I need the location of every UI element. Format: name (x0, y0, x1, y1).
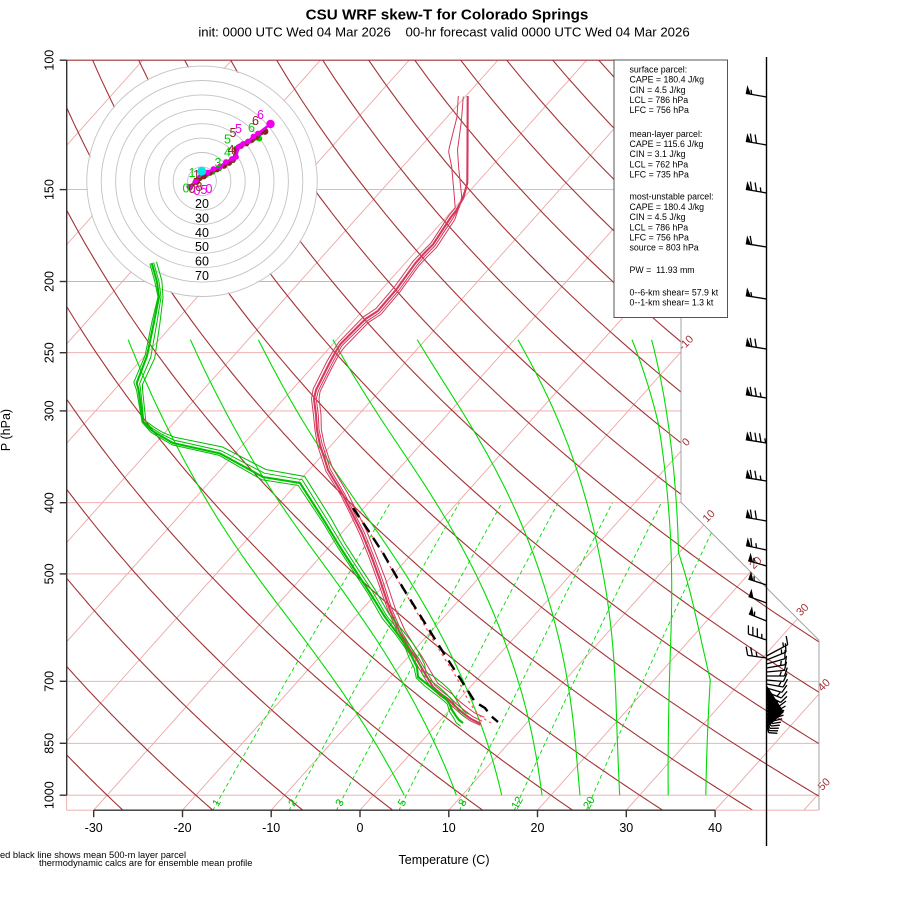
svg-text:CIN = 3.1 J/kg: CIN = 3.1 J/kg (630, 149, 686, 159)
svg-text:30: 30 (619, 821, 633, 835)
svg-text:-20: -20 (173, 821, 191, 835)
svg-text:P (hPa): P (hPa) (0, 409, 13, 451)
svg-text:5: 5 (230, 126, 237, 140)
svg-text:0: 0 (189, 182, 196, 196)
svg-text:6: 6 (257, 108, 264, 122)
svg-text:PW = 11.93 mm: PW = 11.93 mm (630, 265, 695, 275)
svg-text:70: 70 (195, 269, 209, 283)
svg-text:1: 1 (193, 168, 200, 182)
svg-text:CAPE = 180.4 J/kg: CAPE = 180.4 J/kg (630, 202, 705, 212)
svg-text:40: 40 (195, 226, 209, 240)
svg-text:LCL = 786 hPa: LCL = 786 hPa (630, 95, 689, 105)
svg-text:30: 30 (195, 211, 209, 225)
svg-text:1000: 1000 (43, 781, 57, 809)
svg-text:0: 0 (183, 181, 190, 195)
svg-text:Temperature (C): Temperature (C) (399, 853, 490, 867)
svg-text:LCL = 762 hPa: LCL = 762 hPa (630, 159, 689, 169)
svg-text:5: 5 (224, 133, 231, 147)
svg-text:thermodynamic calcs are for en: thermodynamic calcs are for ensemble mea… (39, 858, 252, 868)
svg-text:4: 4 (228, 143, 235, 157)
svg-text:CIN = 4.5 J/kg: CIN = 4.5 J/kg (630, 85, 686, 95)
svg-text:0: 0 (206, 182, 213, 196)
svg-text:4: 4 (224, 145, 231, 159)
svg-text:1: 1 (210, 797, 223, 808)
svg-text:200: 200 (43, 271, 57, 292)
svg-text:150: 150 (43, 179, 57, 200)
svg-text:5: 5 (201, 183, 208, 197)
svg-text:6: 6 (248, 121, 255, 135)
svg-text:LFC = 735 hPa: LFC = 735 hPa (630, 170, 690, 180)
svg-text:most-unstable parcel:: most-unstable parcel: (630, 192, 714, 202)
svg-text:20: 20 (581, 795, 598, 812)
svg-text:0--1-km shear= 1.3 kt: 0--1-km shear= 1.3 kt (630, 298, 714, 308)
svg-text:0: 0 (357, 821, 364, 835)
svg-text:300: 300 (43, 400, 57, 421)
svg-text:5: 5 (396, 797, 409, 808)
svg-text:LFC = 756 hPa: LFC = 756 hPa (630, 105, 690, 115)
svg-text:3: 3 (333, 797, 346, 808)
svg-text:source = 803 hPa: source = 803 hPa (630, 243, 699, 253)
svg-text:40: 40 (708, 821, 722, 835)
svg-text:500: 500 (43, 563, 57, 584)
svg-text:8: 8 (196, 180, 203, 194)
svg-text:3: 3 (215, 156, 222, 170)
svg-text:CSU WRF skew-T for Colorado Sp: CSU WRF skew-T for Colorado Springs (306, 7, 589, 24)
svg-text:100: 100 (43, 50, 57, 71)
svg-text:50: 50 (195, 240, 209, 254)
svg-text:8: 8 (456, 797, 469, 808)
svg-text:12: 12 (509, 795, 526, 812)
svg-text:20: 20 (531, 821, 545, 835)
svg-text:700: 700 (43, 671, 57, 692)
svg-text:ed black line shows mean 500-m: ed black line shows mean 500-m layer par… (0, 850, 186, 860)
svg-text:-30: -30 (85, 821, 103, 835)
svg-text:400: 400 (43, 492, 57, 513)
svg-text:LCL = 786 hPa: LCL = 786 hPa (630, 222, 689, 232)
svg-text:LFC = 756 hPa: LFC = 756 hPa (630, 233, 690, 243)
svg-text:2: 2 (286, 797, 299, 808)
svg-text:60: 60 (195, 255, 209, 269)
svg-text:init: 0000 UTC Wed 04 Mar 2026: init: 0000 UTC Wed 04 Mar 2026 00-hr for… (198, 25, 689, 40)
svg-text:CAPE = 115.6 J/kg: CAPE = 115.6 J/kg (630, 139, 704, 149)
svg-text:10: 10 (442, 821, 456, 835)
svg-text:0: 0 (194, 184, 201, 198)
svg-text:CAPE = 180.4 J/kg: CAPE = 180.4 J/kg (630, 75, 705, 85)
svg-text:850: 850 (43, 733, 57, 754)
svg-text:mean-layer parcel:: mean-layer parcel: (630, 129, 703, 139)
svg-text:CIN = 4.5 J/kg: CIN = 4.5 J/kg (630, 212, 686, 222)
svg-text:5: 5 (235, 122, 242, 136)
svg-text:surface parcel:: surface parcel: (630, 64, 688, 74)
svg-text:20: 20 (195, 197, 209, 211)
svg-text:6: 6 (252, 114, 259, 128)
svg-text:-10: -10 (262, 821, 280, 835)
svg-text:0--6-km shear= 57.9 kt: 0--6-km shear= 57.9 kt (630, 287, 719, 297)
svg-text:1: 1 (189, 166, 196, 180)
svg-text:250: 250 (43, 342, 57, 363)
